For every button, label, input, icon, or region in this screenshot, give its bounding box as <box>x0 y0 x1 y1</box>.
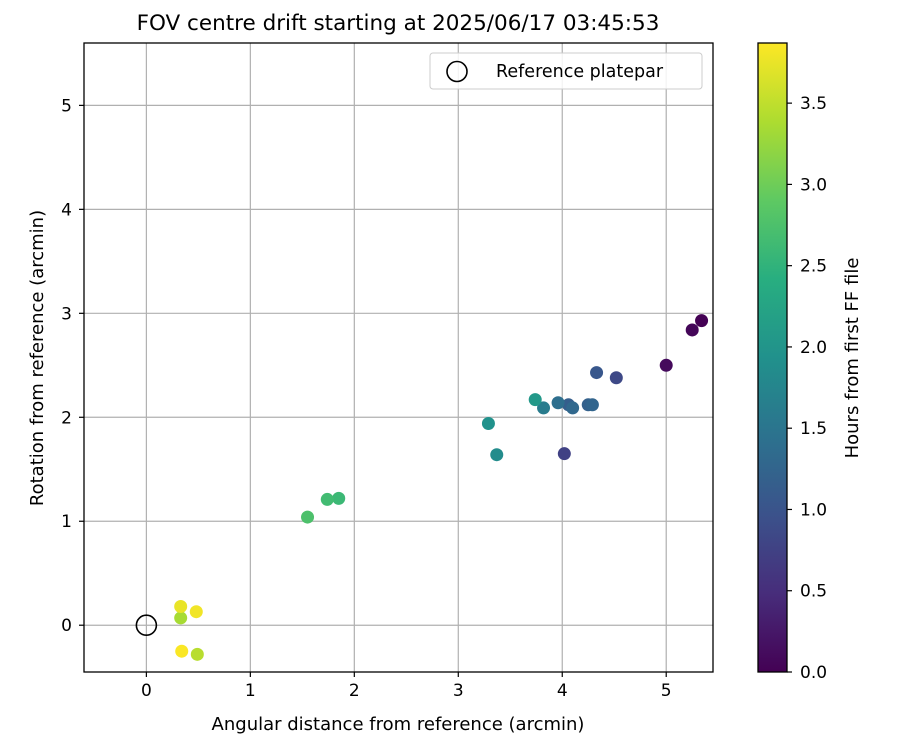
y-tick-label: 1 <box>61 512 72 532</box>
data-point <box>659 358 673 372</box>
colorbar-tick-label: 1.0 <box>800 500 827 520</box>
colorbar-tick-label: 0.5 <box>800 582 827 602</box>
data-point <box>189 605 203 619</box>
x-tick-label: 3 <box>453 681 464 701</box>
x-tick-label: 4 <box>557 681 568 701</box>
x-axis-label: Angular distance from reference (arcmin) <box>212 714 585 735</box>
data-point <box>557 447 571 461</box>
colorbar-ticks: 0.0 0.5 1.0 1.5 2.0 2.5 3.0 3.5 <box>787 94 827 683</box>
data-point <box>174 611 188 625</box>
colorbar-label: Hours from first FF file <box>842 258 863 459</box>
y-axis-label: Rotation from reference (arcmin) <box>27 210 48 506</box>
legend-box <box>429 52 703 90</box>
data-point <box>685 323 699 337</box>
x-tick-label: 0 <box>141 681 152 701</box>
colorbar-tick-label: 2.0 <box>800 338 827 358</box>
data-point <box>190 647 204 661</box>
data-points <box>174 314 709 661</box>
data-point <box>528 393 542 407</box>
data-point <box>175 644 189 658</box>
colorbar-tick-label: 3.5 <box>800 94 827 114</box>
data-point <box>301 510 315 524</box>
data-point <box>566 401 580 415</box>
data-point <box>332 491 346 505</box>
legend: Reference platepar <box>429 52 703 90</box>
x-tick-label: 5 <box>661 681 672 701</box>
data-point <box>590 366 604 380</box>
reference-platepar-marker <box>135 614 158 637</box>
legend-label: Reference platepar <box>496 62 664 82</box>
data-point <box>609 371 623 385</box>
x-tick-label: 1 <box>245 681 256 701</box>
axis-ticks: 0 1 2 3 4 5 0 1 2 3 4 5 <box>61 96 671 701</box>
colorbar-tick-label: 1.5 <box>800 419 827 439</box>
y-tick-label: 3 <box>61 304 72 324</box>
data-point <box>695 314 709 328</box>
chart-title: FOV centre drift starting at 2025/06/17 … <box>137 11 660 36</box>
data-point <box>174 600 188 614</box>
y-tick-label: 0 <box>61 616 72 636</box>
colorbar: 0.0 0.5 1.0 1.5 2.0 2.5 3.0 3.5 Hours from firs… <box>757 42 863 683</box>
data-point <box>551 396 565 410</box>
plot-area-frame <box>83 42 714 673</box>
legend-marker-icon <box>446 60 468 83</box>
x-tick-label: 2 <box>349 681 360 701</box>
data-point <box>537 401 551 415</box>
y-tick-label: 2 <box>61 408 72 428</box>
colorbar-gradient <box>757 42 788 673</box>
data-point <box>585 398 599 412</box>
colorbar-tick-label: 0.0 <box>800 663 827 683</box>
data-point <box>490 448 504 462</box>
data-point <box>481 417 495 431</box>
colorbar-tick-label: 2.5 <box>800 257 827 277</box>
y-tick-label: 4 <box>61 200 72 220</box>
gridlines <box>84 43 713 672</box>
y-tick-label: 5 <box>61 96 72 116</box>
data-point <box>320 492 334 506</box>
colorbar-tick-label: 3.0 <box>800 175 827 195</box>
